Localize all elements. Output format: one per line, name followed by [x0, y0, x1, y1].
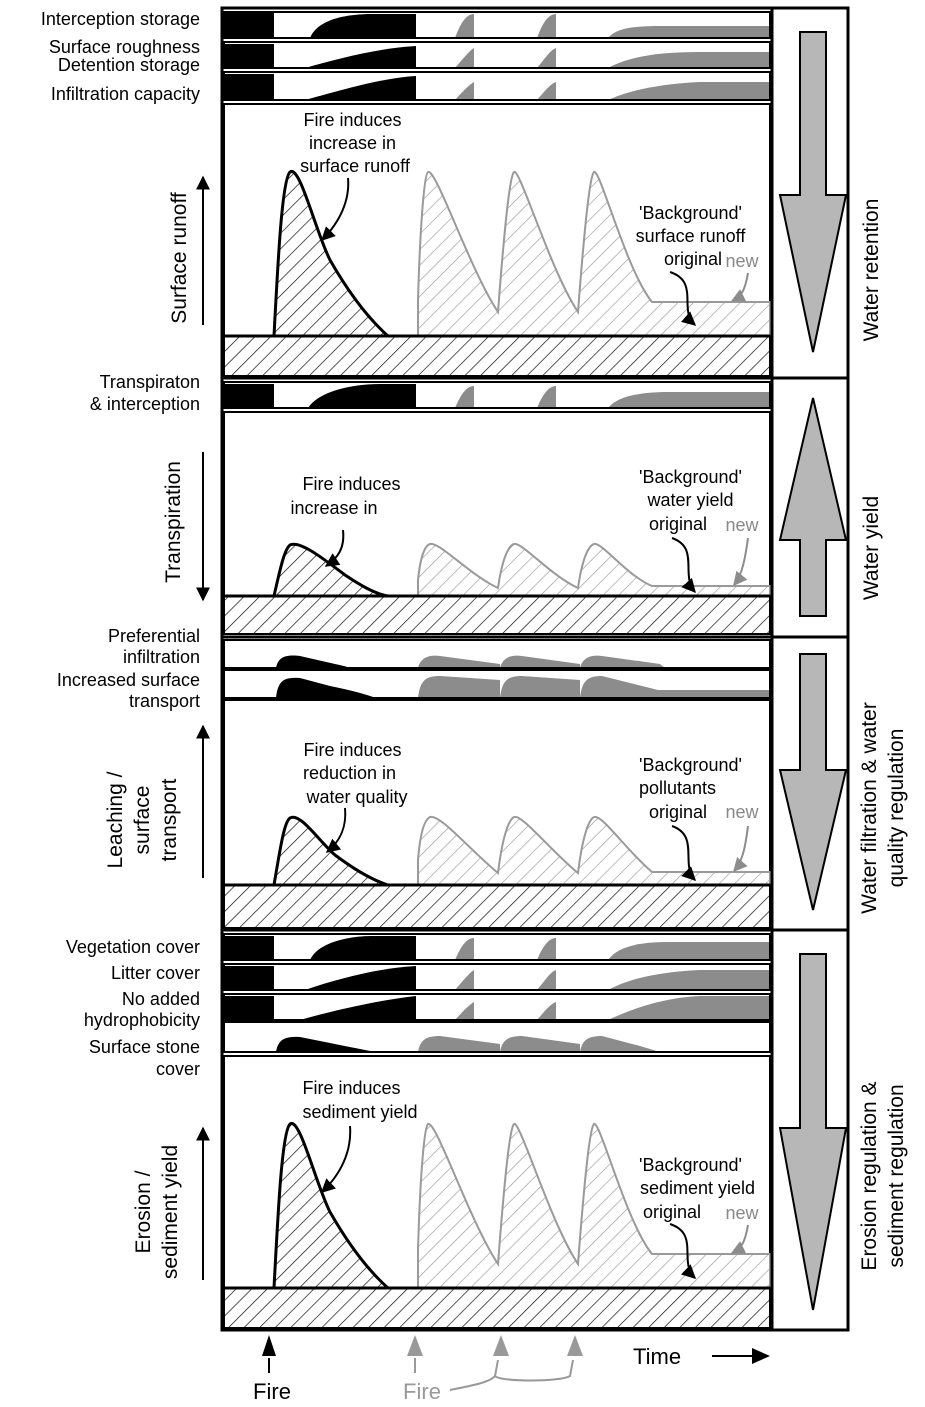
strip-label: Detention storage: [58, 55, 200, 75]
axis-label: Surface runoff: [168, 192, 191, 324]
service-label: quality regulation: [885, 729, 908, 888]
service-arrow-down: [778, 31, 848, 353]
strip-label: Interception storage: [41, 9, 200, 29]
original-arrow: [669, 271, 697, 326]
fire-marker-repeat: [567, 1335, 583, 1356]
repeat-fire-peaks: [417, 1122, 771, 1289]
background-note: 'Background' pollutants original: [639, 755, 747, 822]
new-label: new: [725, 1203, 759, 1223]
service-label: Water yield: [860, 496, 883, 600]
strip-label: Preferential: [108, 626, 200, 646]
axis-label: surface: [131, 786, 154, 855]
repeat-fire-peaks: [417, 815, 771, 886]
service-label: Erosion regulation &: [858, 1081, 881, 1270]
axis-label: transport: [158, 778, 181, 861]
original-arrow: [671, 825, 696, 881]
background-note: 'Background' sediment yield original: [639, 1155, 760, 1222]
time-label: Time: [633, 1344, 681, 1369]
service-label: Water retention: [860, 199, 883, 342]
fire-label-repeat: Fire: [403, 1379, 441, 1404]
new-arrow: [733, 825, 749, 873]
new-arrow: [733, 537, 749, 587]
note-arrow: [320, 1125, 352, 1193]
strip-label: Surface roughness: [49, 37, 200, 57]
strip-label: Surface stone: [89, 1037, 200, 1057]
strip-transpiration-interception: [223, 381, 771, 409]
service-label: sediment regulation: [885, 1084, 908, 1267]
fire-note: Fire induces reduction in water quality: [303, 740, 408, 807]
fire-marker-repeat: [407, 1335, 423, 1356]
fire-peak: [222, 815, 390, 887]
fire-peak: [222, 170, 390, 338]
frames: [220, 6, 850, 1332]
strip-label: Transpiraton: [100, 372, 200, 392]
background-note: 'Background' surface runoff original: [636, 203, 751, 269]
strip-vegetation-cover: [223, 933, 771, 961]
axis-label: sediment yield: [159, 1145, 182, 1279]
note-arrow: [325, 807, 347, 853]
strip-surface-roughness: [223, 41, 771, 69]
strip-infiltration-capacity: [223, 71, 771, 101]
strip-label: Litter cover: [111, 963, 200, 983]
fire-peak: [222, 542, 390, 598]
strip-label: transport: [129, 691, 200, 711]
strip-label: hydrophobicity: [84, 1010, 200, 1030]
strip-label: Increased surface: [57, 670, 200, 690]
background-note: 'Background' water yield original: [639, 467, 747, 534]
strip-label: No added: [122, 989, 200, 1009]
strip-label: & interception: [90, 394, 200, 414]
original-arrow: [671, 537, 696, 594]
fire-bracket: [449, 1359, 574, 1391]
strip-preferential-infiltration: [223, 639, 771, 669]
strip-label: Infiltration capacity: [51, 84, 200, 104]
strip-litter-cover: [223, 963, 771, 991]
fire-note: Fire induces sediment yield: [302, 1078, 417, 1122]
background-level: [223, 335, 771, 377]
strip-label: infiltration: [123, 647, 200, 667]
service-label: Water filtration & water: [858, 702, 881, 914]
service-arrow-down: [778, 653, 848, 911]
fire-marker-first: [262, 1335, 276, 1356]
axis-label: Leaching /: [104, 771, 127, 868]
axis-label: Erosion /: [132, 1170, 155, 1253]
time-axis: Fire Fire Time: [253, 1335, 770, 1404]
strip-label: cover: [156, 1059, 200, 1079]
background-level: [223, 595, 771, 635]
fire-note: Fire induces increase in surface runoff: [300, 110, 411, 176]
note-arrow: [324, 529, 345, 567]
repeat-fire-peaks: [417, 543, 771, 597]
background-level: [223, 1287, 771, 1329]
repeat-fire-peaks: [417, 170, 771, 337]
service-arrow-down: [778, 953, 848, 1311]
service-arrow-up: [778, 397, 848, 617]
panel-leaching: Preferential infiltration Increased surf…: [57, 626, 908, 929]
new-label: new: [725, 515, 759, 535]
time-arrow: [752, 1348, 770, 1364]
fire-label-first: Fire: [253, 1379, 291, 1404]
panel-runoff: Interception storage Surface roughness D…: [41, 9, 883, 377]
new-arrow: [730, 1224, 749, 1254]
original-arrow: [669, 1223, 697, 1279]
strip-label: Vegetation cover: [66, 937, 200, 957]
fire-peak: [222, 1122, 390, 1290]
fire-note: Fire induces increase in: [290, 474, 405, 518]
panel-transpiration: Transpiraton & interception Transpiratio…: [90, 372, 883, 635]
note-arrow: [321, 177, 350, 241]
fire-marker-repeat: [493, 1335, 509, 1356]
new-arrow: [730, 272, 749, 302]
strip-interception-storage: [223, 11, 771, 39]
panel-erosion: Vegetation cover Litter cover No added h…: [66, 933, 908, 1329]
axis-label: Transpiration: [162, 461, 185, 583]
new-label: new: [725, 802, 759, 822]
new-label: new: [725, 251, 759, 271]
strip-increased-surface-transport: [223, 669, 771, 699]
strip-surface-stone-cover: [223, 1021, 771, 1053]
strip-no-added-hydrophobicity: [223, 993, 771, 1021]
background-level: [223, 884, 771, 929]
